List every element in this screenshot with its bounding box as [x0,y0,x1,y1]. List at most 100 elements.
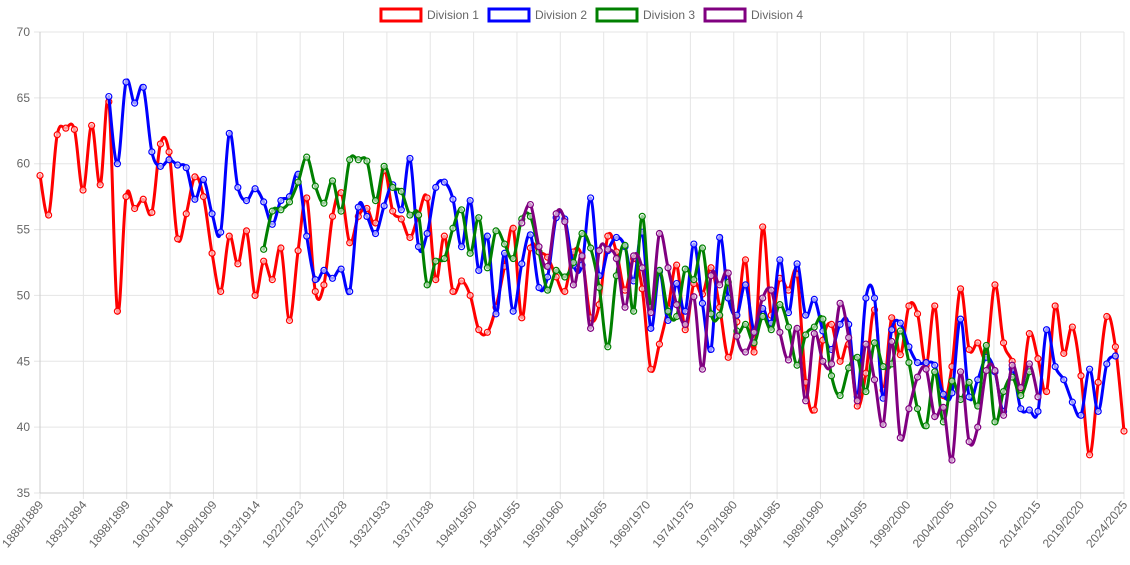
data-point[interactable] [664,307,672,315]
data-point[interactable] [217,287,225,296]
data-point[interactable] [1042,326,1051,334]
data-point[interactable] [518,314,526,322]
data-point[interactable] [741,348,750,356]
data-point[interactable] [655,340,664,348]
data-point[interactable] [690,240,698,248]
data-point[interactable] [311,287,319,296]
data-point[interactable] [810,323,818,331]
data-point[interactable] [690,293,698,301]
data-point[interactable] [380,202,388,210]
data-point[interactable] [853,353,861,361]
data-point[interactable] [423,194,431,202]
data-point[interactable] [724,269,732,277]
data-point[interactable] [174,161,182,169]
data-point[interactable] [767,286,775,294]
data-point[interactable] [483,232,491,240]
data-point[interactable] [870,376,879,384]
data-point[interactable] [535,283,543,292]
data-point[interactable] [879,420,887,429]
data-point[interactable] [681,265,689,273]
data-point[interactable] [913,373,922,381]
data-point[interactable] [260,245,268,253]
data-point[interactable] [466,291,474,300]
data-point[interactable] [750,328,758,336]
data-point[interactable] [311,182,319,190]
data-point[interactable] [285,198,294,206]
data-point[interactable] [260,257,268,265]
data-point[interactable] [449,195,457,203]
data-point[interactable] [1017,384,1025,392]
data-point[interactable] [630,252,638,260]
data-point[interactable] [655,229,664,238]
data-point[interactable] [913,310,922,318]
data-point[interactable] [681,320,689,329]
data-point[interactable] [948,377,956,385]
data-point[interactable] [509,307,517,315]
data-point[interactable] [36,171,44,180]
data-point[interactable] [982,366,990,375]
data-point[interactable] [698,365,707,373]
data-point[interactable] [148,208,156,217]
data-point[interactable] [337,265,345,273]
data-point[interactable] [1111,343,1120,351]
data-point[interactable] [810,406,818,414]
data-point[interactable] [698,299,707,307]
data-point[interactable] [337,207,345,215]
data-point[interactable] [586,244,595,252]
data-point[interactable] [638,212,646,220]
data-point[interactable] [879,362,887,371]
data-point[interactable] [793,361,801,369]
data-point[interactable] [888,326,896,334]
data-point[interactable] [1051,362,1059,371]
data-point[interactable] [1017,405,1025,413]
data-point[interactable] [182,210,190,218]
data-point[interactable] [561,287,569,296]
data-point[interactable] [1051,302,1059,310]
data-point[interactable] [191,195,199,203]
data-point[interactable] [810,330,818,338]
data-point[interactable] [44,211,53,219]
data-point[interactable] [827,372,836,380]
data-point[interactable] [724,353,732,361]
data-point[interactable] [509,224,517,232]
data-point[interactable] [1025,330,1033,338]
data-point[interactable] [913,405,922,413]
data-point[interactable] [759,294,767,302]
data-point[interactable] [896,351,904,359]
data-point[interactable] [251,185,259,193]
data-point[interactable] [397,187,405,195]
data-point[interactable] [888,314,896,322]
data-point[interactable] [673,261,681,269]
data-point[interactable] [432,183,440,192]
data-point[interactable] [242,196,251,205]
data-point[interactable] [802,311,810,319]
data-point[interactable] [965,393,973,401]
data-point[interactable] [1060,349,1068,357]
data-point[interactable] [707,272,715,280]
data-point[interactable] [802,397,810,405]
data-point[interactable] [1034,393,1042,401]
data-point[interactable] [70,125,79,134]
data-point[interactable] [303,232,311,240]
data-point[interactable] [836,357,844,365]
data-point[interactable] [621,303,629,311]
data-point[interactable] [905,302,913,310]
data-point[interactable] [1077,372,1085,380]
data-point[interactable] [716,311,724,319]
data-point[interactable] [974,339,982,347]
data-point[interactable] [956,285,965,293]
data-point[interactable] [406,154,414,163]
legend-item[interactable]: Division 1 [379,7,479,23]
data-point[interactable] [277,206,285,214]
data-point[interactable] [939,403,947,411]
data-point[interactable] [655,266,664,274]
data-point[interactable] [406,233,414,242]
data-point[interactable] [673,301,681,309]
data-point[interactable] [716,233,724,242]
data-point[interactable] [939,390,947,398]
data-point[interactable] [457,206,466,214]
data-point[interactable] [363,212,371,220]
data-point[interactable] [776,328,784,336]
data-point[interactable] [707,345,715,354]
data-point[interactable] [905,359,913,367]
